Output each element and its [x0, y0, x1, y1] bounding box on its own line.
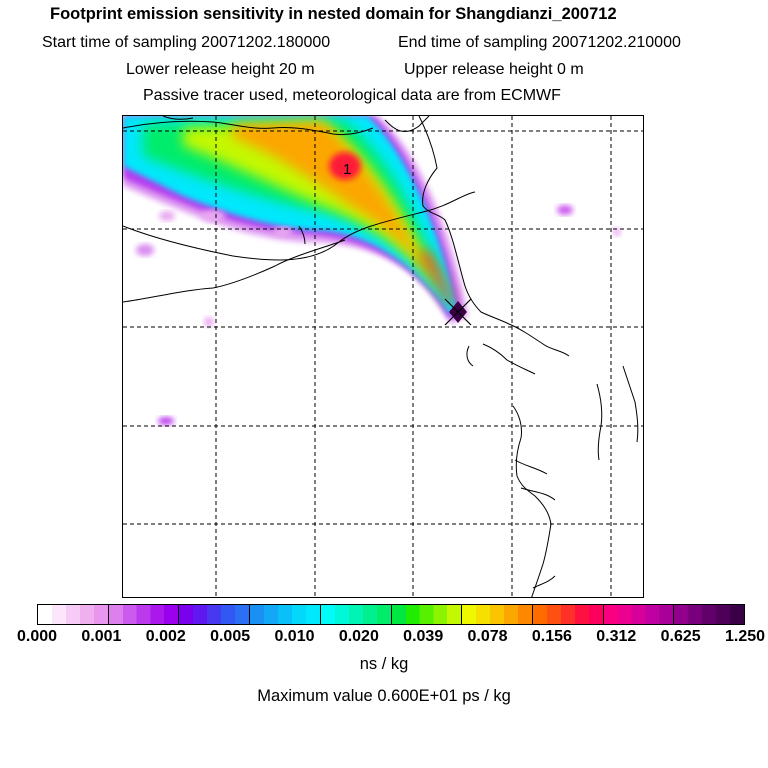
- colorbar-segment: [250, 605, 321, 624]
- colorbar: [37, 604, 745, 625]
- coastlines: [123, 116, 639, 597]
- colorbar-segment: [674, 605, 745, 624]
- plume-footprint: [123, 116, 621, 425]
- max-location-label: 1: [343, 161, 351, 178]
- colorbar-unit: ns / kg: [359, 655, 409, 673]
- colorbar-tick-label: 0.000: [17, 628, 58, 645]
- lower-release-height: Lower release height 20 m: [126, 61, 315, 78]
- colorbar-segment: [179, 605, 251, 624]
- colorbar-tick-label: 0.020: [338, 628, 379, 645]
- colorbar-tick-label: 0.001: [81, 628, 122, 645]
- colorbar-tick-label: 0.010: [274, 628, 315, 645]
- footprint-map: 1: [122, 115, 644, 598]
- footprint-map-canvas: 1: [123, 116, 643, 597]
- colorbar-tick-label: 0.002: [145, 628, 186, 645]
- receptor-diamond-icon: [444, 298, 472, 326]
- tracer-info: Passive tracer used, meteorological data…: [143, 87, 561, 104]
- upper-release-height: Upper release height 0 m: [404, 61, 584, 78]
- colorbar-tick-label: 0.078: [467, 628, 508, 645]
- colorbar-tick-label: 0.156: [531, 628, 572, 645]
- lat-lon-grid: [123, 116, 643, 597]
- colorbar-segment: [108, 605, 180, 624]
- sampling-start-time: Start time of sampling 20071202.180000: [42, 34, 331, 51]
- colorbar-tick-label: 0.005: [210, 628, 251, 645]
- colorbar-segment: [603, 605, 675, 624]
- colorbar-tick-label: 0.039: [403, 628, 444, 645]
- colorbar-segment: [532, 605, 604, 624]
- colorbar-tick-label: 1.250: [725, 628, 766, 645]
- maximum-value-label: Maximum value 0.600E+01 ps / kg: [257, 687, 511, 705]
- colorbar-segment: [391, 605, 463, 624]
- colorbar-tick-label: 0.625: [660, 628, 701, 645]
- colorbar-segment: [462, 605, 533, 624]
- map-title: Footprint emission sensitivity in nested…: [50, 5, 617, 23]
- colorbar-ticks: 0.000 0.001 0.002 0.005 0.010 0.020 0.039 0.078…: [0, 628, 768, 650]
- colorbar-segment: [320, 605, 392, 624]
- colorbar-segment: [38, 605, 109, 624]
- sampling-end-time: End time of sampling 20071202.210000: [398, 34, 681, 51]
- colorbar-tick-label: 0.312: [596, 628, 637, 645]
